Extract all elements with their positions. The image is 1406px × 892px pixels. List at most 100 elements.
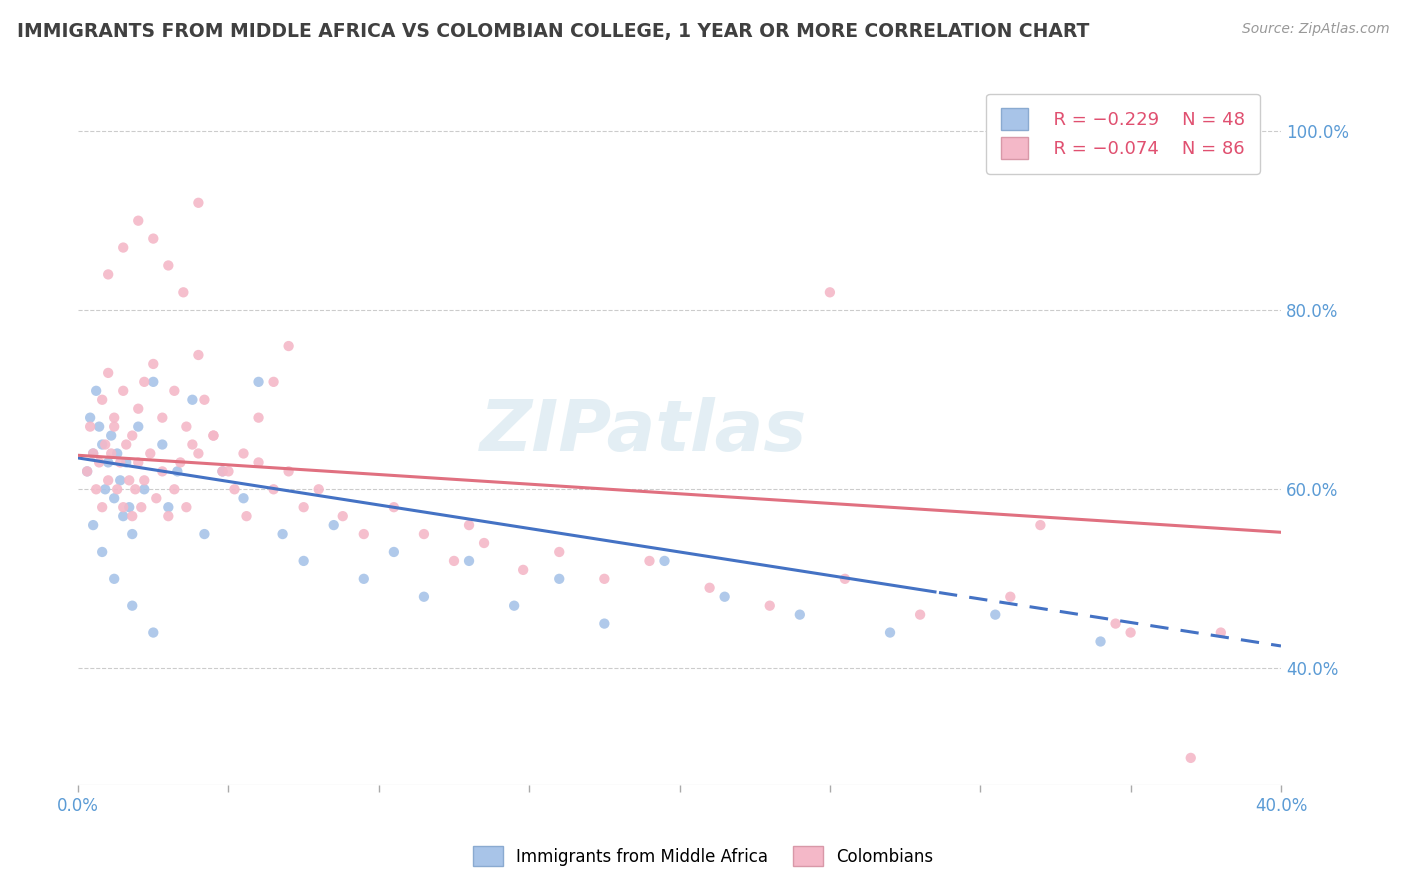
Point: [163, 483, 186, 497]
Point: [984, 607, 1007, 622]
Point: [181, 437, 204, 451]
Point: [176, 419, 198, 434]
Point: [163, 384, 186, 398]
Point: [263, 483, 285, 497]
Point: [150, 437, 173, 451]
Point: [142, 357, 165, 371]
Point: [134, 473, 156, 487]
Point: [115, 455, 138, 469]
Point: [105, 483, 128, 497]
Point: [472, 536, 495, 550]
Point: [118, 473, 141, 487]
Point: [121, 509, 143, 524]
Point: [834, 572, 856, 586]
Point: [322, 518, 344, 533]
Point: [139, 446, 162, 460]
Point: [103, 410, 125, 425]
Point: [818, 285, 841, 300]
Point: [193, 392, 215, 407]
Point: [789, 607, 811, 622]
Point: [758, 599, 780, 613]
Point: [202, 428, 225, 442]
Point: [110, 473, 132, 487]
Point: [382, 545, 405, 559]
Point: [353, 527, 375, 541]
Point: [91, 545, 114, 559]
Point: [145, 491, 167, 506]
Point: [82, 446, 104, 460]
Point: [84, 483, 107, 497]
Point: [112, 509, 135, 524]
Point: [150, 464, 173, 478]
Point: [503, 599, 526, 613]
Point: [277, 464, 299, 478]
Point: [713, 590, 735, 604]
Point: [271, 527, 294, 541]
Point: [292, 500, 315, 515]
Point: [169, 455, 191, 469]
Point: [127, 401, 149, 416]
Point: [103, 491, 125, 506]
Point: [232, 446, 254, 460]
Point: [129, 500, 152, 515]
Point: [1209, 625, 1232, 640]
Point: [548, 572, 571, 586]
Point: [82, 446, 104, 460]
Point: [1180, 751, 1202, 765]
Point: [97, 473, 120, 487]
Point: [91, 500, 114, 515]
Point: [512, 563, 534, 577]
Point: [97, 366, 120, 380]
Point: [110, 455, 132, 469]
Point: [458, 554, 481, 568]
Point: [103, 419, 125, 434]
Point: [308, 483, 330, 497]
Point: [84, 384, 107, 398]
Point: [157, 259, 180, 273]
Point: [217, 464, 239, 478]
Point: [263, 375, 285, 389]
Point: [1000, 590, 1022, 604]
Point: [292, 554, 315, 568]
Legend:   R = −0.229    N = 48,   R = −0.074    N = 86: R = −0.229 N = 48, R = −0.074 N = 86: [987, 94, 1260, 174]
Point: [413, 527, 436, 541]
Point: [247, 375, 270, 389]
Point: [1119, 625, 1142, 640]
Point: [142, 625, 165, 640]
Text: Source: ZipAtlas.com: Source: ZipAtlas.com: [1241, 22, 1389, 37]
Point: [413, 590, 436, 604]
Point: [458, 518, 481, 533]
Point: [593, 616, 616, 631]
Point: [382, 500, 405, 515]
Point: [211, 464, 233, 478]
Text: ZIPatlas: ZIPatlas: [479, 397, 807, 466]
Point: [82, 518, 104, 533]
Point: [1104, 616, 1126, 631]
Point: [157, 500, 180, 515]
Point: [187, 446, 209, 460]
Point: [654, 554, 676, 568]
Point: [908, 607, 931, 622]
Point: [100, 428, 122, 442]
Point: [172, 285, 194, 300]
Point: [134, 483, 156, 497]
Point: [332, 509, 354, 524]
Point: [443, 554, 465, 568]
Point: [150, 410, 173, 425]
Point: [699, 581, 721, 595]
Point: [121, 428, 143, 442]
Point: [232, 491, 254, 506]
Point: [115, 437, 138, 451]
Point: [247, 410, 270, 425]
Point: [103, 572, 125, 586]
Point: [202, 428, 225, 442]
Point: [76, 464, 98, 478]
Point: [118, 500, 141, 515]
Text: IMMIGRANTS FROM MIDDLE AFRICA VS COLOMBIAN COLLEGE, 1 YEAR OR MORE CORRELATION C: IMMIGRANTS FROM MIDDLE AFRICA VS COLOMBI…: [17, 22, 1090, 41]
Point: [76, 464, 98, 478]
Point: [353, 572, 375, 586]
Point: [97, 455, 120, 469]
Point: [211, 464, 233, 478]
Point: [124, 483, 146, 497]
Point: [166, 464, 188, 478]
